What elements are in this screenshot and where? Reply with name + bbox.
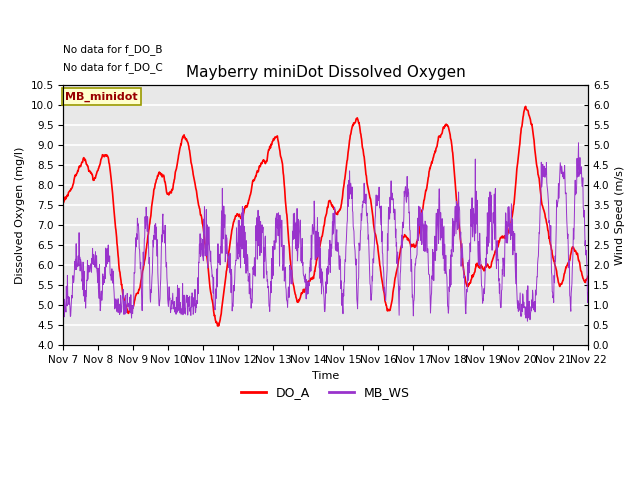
- Text: MB_minidot: MB_minidot: [65, 92, 138, 102]
- Text: No data for f_DO_C: No data for f_DO_C: [63, 62, 163, 73]
- Y-axis label: Wind Speed (m/s): Wind Speed (m/s): [615, 166, 625, 265]
- Legend: DO_A, MB_WS: DO_A, MB_WS: [236, 381, 415, 404]
- Text: No data for f_DO_B: No data for f_DO_B: [63, 44, 163, 55]
- Y-axis label: Dissolved Oxygen (mg/l): Dissolved Oxygen (mg/l): [15, 147, 25, 284]
- Title: Mayberry miniDot Dissolved Oxygen: Mayberry miniDot Dissolved Oxygen: [186, 65, 465, 80]
- X-axis label: Time: Time: [312, 371, 339, 381]
